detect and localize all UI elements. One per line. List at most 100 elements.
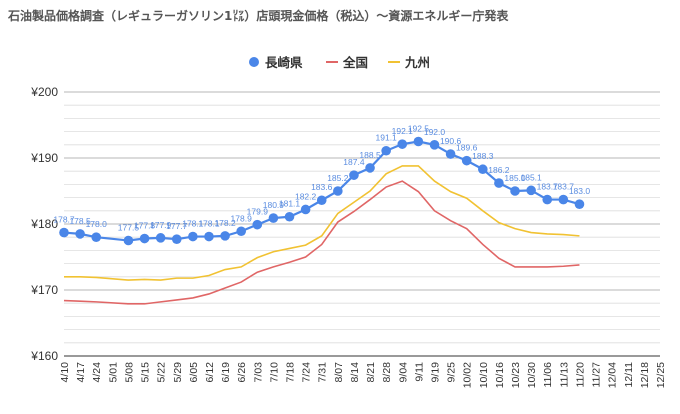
data-label: 187.4	[343, 157, 365, 167]
data-point	[333, 186, 343, 196]
x-tick-label: 12/04	[607, 362, 619, 388]
data-label: 191.1	[376, 133, 398, 143]
x-tick-label: 12/18	[639, 362, 651, 388]
legend-label: 長崎県	[265, 55, 303, 70]
data-point	[284, 211, 295, 222]
x-tick-label: 8/14	[349, 362, 361, 383]
x-tick-label: 5/15	[140, 362, 152, 383]
data-label: 185.2	[327, 173, 349, 183]
data-label: 177.9	[150, 220, 172, 230]
data-point	[365, 163, 375, 173]
data-label: 192.1	[392, 126, 414, 136]
x-tick-label: 11/13	[558, 362, 570, 388]
data-point	[494, 178, 504, 188]
data-point	[413, 136, 424, 147]
x-tick-label: 5/22	[156, 362, 168, 383]
x-tick-label: 8/28	[381, 362, 393, 383]
data-label: 177.8	[134, 221, 156, 231]
x-tick-label: 7/03	[252, 362, 264, 383]
x-tick-label: 6/05	[188, 362, 200, 383]
x-tick-label: 10/10	[478, 362, 490, 388]
data-point	[236, 226, 246, 237]
data-label: 192.5	[408, 124, 430, 134]
x-tick-label: 11/27	[591, 362, 603, 388]
x-tick-label: 11/06	[542, 362, 554, 388]
data-label: 182.2	[295, 191, 317, 201]
y-tick-label: ¥190	[30, 151, 58, 165]
data-point	[429, 140, 440, 150]
data-label: 178.9	[231, 213, 253, 223]
data-point	[220, 231, 230, 241]
data-point	[204, 231, 214, 242]
chart-title: 石油製品価格調査（レギュラーガソリン1㍑）店頭現金価格（税込）～資源エネルギー庁…	[7, 8, 509, 23]
data-label: 188.3	[472, 151, 494, 161]
data-label: 178.1	[198, 219, 220, 229]
data-point	[268, 213, 279, 223]
data-point	[91, 232, 102, 242]
data-point	[75, 229, 85, 239]
y-tick-label: ¥200	[30, 85, 58, 99]
x-tick-label: 5/29	[172, 362, 184, 383]
x-tick-label: 6/26	[236, 362, 248, 383]
legend-marker	[249, 57, 259, 67]
data-label: 188.5	[359, 150, 381, 160]
x-tick-label: 7/18	[285, 362, 297, 383]
data-label: 180.9	[263, 200, 285, 210]
x-tick-label: 9/19	[429, 362, 441, 383]
data-point	[300, 204, 311, 215]
y-tick-label: ¥180	[30, 217, 58, 231]
data-point	[510, 186, 520, 196]
data-point	[397, 139, 408, 149]
data-point	[445, 149, 456, 159]
x-tick-label: 8/21	[365, 362, 377, 383]
data-label: 177.5	[118, 223, 140, 233]
x-tick-label: 4/24	[91, 362, 103, 383]
x-tick-label: 11/20	[574, 362, 586, 388]
data-point	[381, 145, 391, 156]
data-label: 186.2	[488, 165, 510, 175]
x-tick-label: 4/17	[75, 362, 87, 383]
x-tick-label: 12/25	[655, 362, 667, 388]
x-tick-label: 6/19	[220, 362, 232, 383]
data-point	[123, 235, 134, 246]
series-line	[63, 180, 580, 305]
data-point	[461, 155, 472, 166]
x-tick-label: 8/07	[333, 362, 345, 383]
x-tick-label: 6/12	[204, 362, 216, 383]
data-label: 183.7	[537, 182, 559, 192]
data-point	[526, 185, 536, 196]
series-line	[64, 165, 580, 281]
x-tick-label: 7/10	[268, 362, 280, 383]
data-label: 185.1	[520, 172, 542, 182]
data-label: 183.7	[553, 182, 575, 192]
data-label: 183.6	[311, 182, 333, 192]
x-tick-label: 12/11	[623, 362, 635, 388]
series-layer	[59, 136, 585, 305]
data-point	[349, 170, 359, 180]
y-tick-label: ¥170	[30, 283, 58, 297]
data-label: 178.1	[182, 219, 204, 229]
x-tick-label: 10/30	[526, 362, 538, 388]
data-label: 178.5	[69, 216, 91, 226]
data-label: 178.2	[214, 218, 236, 228]
data-label: 189.6	[456, 143, 478, 153]
x-tick-label: 9/11	[413, 362, 425, 382]
x-tick-label: 10/16	[494, 362, 506, 388]
data-label: 177.7	[166, 221, 188, 231]
data-point	[316, 195, 327, 206]
data-label: 192.0	[424, 127, 446, 137]
data-label: 181.1	[279, 199, 301, 209]
data-point	[478, 164, 488, 175]
x-tick-label: 10/23	[510, 362, 522, 388]
data-point	[155, 233, 166, 243]
x-axis: 4/10 4/17 4/24 5/01 5/08 5/15 5/22 5/29 6/05 6/12…	[59, 362, 667, 388]
legend: 長崎県 全国 九州	[249, 55, 430, 70]
data-point	[542, 194, 553, 205]
data-label: 183.0	[569, 186, 591, 196]
x-tick-label: 5/01	[107, 362, 119, 383]
x-tick-label: 9/04	[397, 362, 409, 383]
x-tick-label: 4/10	[59, 362, 71, 383]
